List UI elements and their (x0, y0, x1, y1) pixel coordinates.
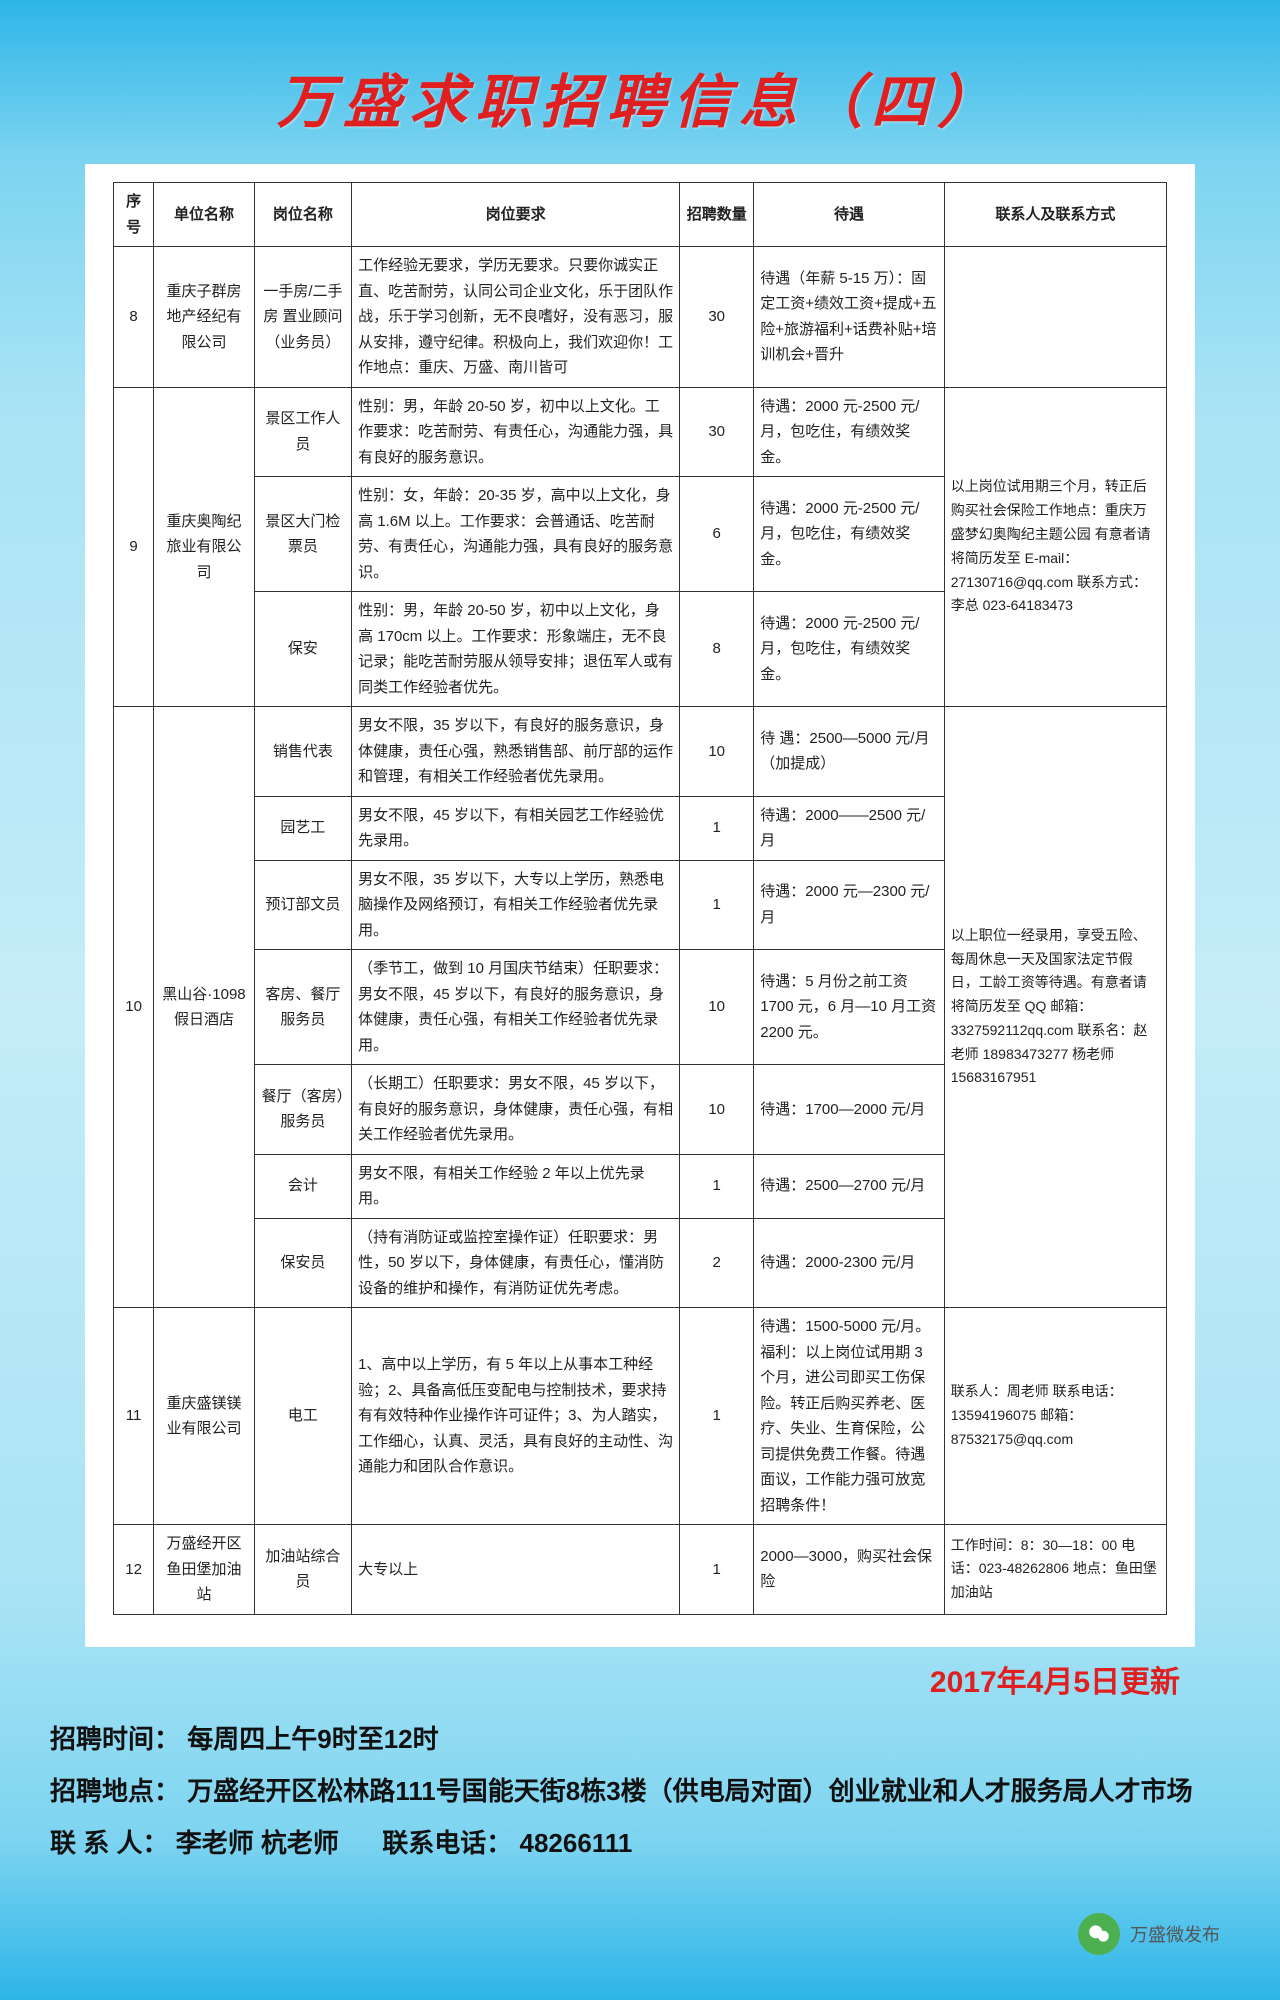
cell-seq: 11 (114, 1308, 154, 1525)
cell-treatment: 待遇：2000 元-2500 元/月，包吃住，有绩效奖金。 (754, 592, 944, 707)
cell-contact (944, 247, 1166, 388)
cell-number: 1 (680, 1525, 754, 1615)
table-row: 12万盛经开区鱼田堡加油站加油站综合员大专以上12000—3000，购买社会保险… (114, 1525, 1167, 1615)
wechat-icon (1078, 1913, 1120, 1955)
time-label: 招聘时间： (50, 1713, 180, 1765)
cell-seq: 10 (114, 707, 154, 1308)
cell-contact: 以上岗位试用期三个月，转正后购买社会保险工作地点：重庆万盛梦幻奥陶纪主题公园 有… (944, 387, 1166, 707)
header-treat: 待遇 (754, 183, 944, 247)
cell-unit: 黑山谷·1098假日酒店 (154, 707, 255, 1308)
cell-position: 电工 (254, 1308, 351, 1525)
cell-treatment: 2000—3000，购买社会保险 (754, 1525, 944, 1615)
cell-number: 6 (680, 477, 754, 592)
cell-number: 1 (680, 860, 754, 950)
header-num: 招聘数量 (680, 183, 754, 247)
job-table: 序号 单位名称 岗位名称 岗位要求 招聘数量 待遇 联系人及联系方式 8重庆子群… (113, 182, 1167, 1615)
cell-number: 10 (680, 950, 754, 1065)
cell-position: 加油站综合员 (254, 1525, 351, 1615)
table-row: 9重庆奥陶纪旅业有限公司景区工作人员性别：男，年龄 20-50 岁，初中以上文化… (114, 387, 1167, 477)
cell-number: 1 (680, 796, 754, 860)
table-header-row: 序号 单位名称 岗位名称 岗位要求 招聘数量 待遇 联系人及联系方式 (114, 183, 1167, 247)
cell-contact: 联系人：周老师 联系电话：13594196075 邮箱：87532175@qq.… (944, 1308, 1166, 1525)
cell-seq: 12 (114, 1525, 154, 1615)
cell-treatment: 待遇：1700—2000 元/月 (754, 1065, 944, 1155)
header-pos: 岗位名称 (254, 183, 351, 247)
wechat-attribution: 万盛微发布 (1078, 1913, 1220, 1955)
phone-label: 联系电话： (382, 1817, 512, 1869)
page-title: 万盛求职招聘信息（四） (0, 0, 1280, 164)
table-row: 10黑山谷·1098假日酒店销售代表男女不限，35 岁以下，有良好的服务意识，身… (114, 707, 1167, 797)
cell-position: 园艺工 (254, 796, 351, 860)
person-value: 李老师 杭老师 (176, 1828, 339, 1858)
cell-treatment: 待遇：1500-5000 元/月。福利：以上岗位试用期 3 个月，进公司即买工伤… (754, 1308, 944, 1525)
cell-unit: 重庆盛镁镁业有限公司 (154, 1308, 255, 1525)
cell-requirement: 性别：女，年龄：20-35 岁，高中以上文化，身高 1.6M 以上。工作要求：会… (352, 477, 680, 592)
header-contact: 联系人及联系方式 (944, 183, 1166, 247)
cell-requirement: 性别：男，年龄 20-50 岁，初中以上文化。工作要求：吃苦耐劳、有责任心，沟通… (352, 387, 680, 477)
cell-contact: 以上职位一经录用，享受五险、每周休息一天及国家法定节假日，工龄工资等待遇。有意者… (944, 707, 1166, 1308)
cell-requirement: （持有消防证或监控室操作证）任职要求：男性，50 岁以下，身体健康，有责任心，懂… (352, 1218, 680, 1308)
time-value: 每周四上午9时至12时 (187, 1724, 438, 1754)
cell-requirement: （长期工）任职要求：男女不限，45 岁以下，有良好的服务意识，身体健康，责任心强… (352, 1065, 680, 1155)
cell-unit: 万盛经开区鱼田堡加油站 (154, 1525, 255, 1615)
cell-requirement: （季节工，做到 10 月国庆节结束）任职要求：男女不限，45 岁以下，有良好的服… (352, 950, 680, 1065)
cell-treatment: 待遇（年薪 5-15 万）：固定工资+绩效工资+提成+五险+旅游福利+话费补贴+… (754, 247, 944, 388)
cell-number: 1 (680, 1154, 754, 1218)
table-row: 8重庆子群房地产经纪有限公司一手房/二手房 置业顾问（业务员）工作经验无要求，学… (114, 247, 1167, 388)
footer-info: 招聘时间： 每周四上午9时至12时 招聘地点： 万盛经开区松林路111号国能天街… (50, 1713, 1230, 1869)
cell-position: 销售代表 (254, 707, 351, 797)
header-unit: 单位名称 (154, 183, 255, 247)
cell-position: 保安员 (254, 1218, 351, 1308)
cell-requirement: 男女不限，45 岁以下，有相关园艺工作经验优先录用。 (352, 796, 680, 860)
cell-requirement: 工作经验无要求，学历无要求。只要你诚实正直、吃苦耐劳，认同公司企业文化，乐于团队… (352, 247, 680, 388)
table-row: 11重庆盛镁镁业有限公司电工1、高中以上学历，有 5 年以上从事本工种经验；2、… (114, 1308, 1167, 1525)
cell-number: 10 (680, 707, 754, 797)
cell-position: 景区工作人员 (254, 387, 351, 477)
header-req: 岗位要求 (352, 183, 680, 247)
cell-position: 客房、餐厅服务员 (254, 950, 351, 1065)
cell-requirement: 男女不限，35 岁以下，有良好的服务意识，身体健康，责任心强，熟悉销售部、前厅部… (352, 707, 680, 797)
cell-treatment: 待遇：2000-2300 元/月 (754, 1218, 944, 1308)
cell-position: 预订部文员 (254, 860, 351, 950)
cell-treatment: 待遇：2000 元—2300 元/月 (754, 860, 944, 950)
wechat-text: 万盛微发布 (1130, 1921, 1220, 1947)
person-label: 联 系 人： (50, 1817, 168, 1869)
cell-treatment: 待遇：2000——2500 元/月 (754, 796, 944, 860)
cell-requirement: 性别：男，年龄 20-50 岁，初中以上文化，身高 170cm 以上。工作要求：… (352, 592, 680, 707)
cell-number: 8 (680, 592, 754, 707)
cell-treatment: 待遇：5 月份之前工资 1700 元，6 月—10 月工资 2200 元。 (754, 950, 944, 1065)
header-seq: 序号 (114, 183, 154, 247)
cell-number: 1 (680, 1308, 754, 1525)
cell-number: 30 (680, 247, 754, 388)
cell-requirement: 大专以上 (352, 1525, 680, 1615)
cell-position: 景区大门检票员 (254, 477, 351, 592)
cell-unit: 重庆奥陶纪旅业有限公司 (154, 387, 255, 707)
cell-treatment: 待 遇：2500—5000 元/月（加提成） (754, 707, 944, 797)
cell-requirement: 男女不限，有相关工作经验 2 年以上优先录用。 (352, 1154, 680, 1218)
cell-seq: 9 (114, 387, 154, 707)
table-container: 序号 单位名称 岗位名称 岗位要求 招聘数量 待遇 联系人及联系方式 8重庆子群… (85, 164, 1195, 1647)
addr-label: 招聘地点： (50, 1765, 180, 1817)
cell-requirement: 男女不限，35 岁以下，大专以上学历，熟悉电脑操作及网络预订，有相关工作经验者优… (352, 860, 680, 950)
cell-position: 会计 (254, 1154, 351, 1218)
cell-unit: 重庆子群房地产经纪有限公司 (154, 247, 255, 388)
cell-number: 30 (680, 387, 754, 477)
cell-number: 10 (680, 1065, 754, 1155)
update-date: 2017年4月5日更新 (0, 1657, 1180, 1701)
cell-requirement: 1、高中以上学历，有 5 年以上从事本工种经验；2、具备高低压变配电与控制技术，… (352, 1308, 680, 1525)
cell-contact: 工作时间：8：30—18：00 电话：023-48262806 地点：鱼田堡加油… (944, 1525, 1166, 1615)
cell-position: 保安 (254, 592, 351, 707)
cell-position: 餐厅（客房）服务员 (254, 1065, 351, 1155)
cell-position: 一手房/二手房 置业顾问（业务员） (254, 247, 351, 388)
phone-value: 48266111 (520, 1828, 633, 1858)
cell-seq: 8 (114, 247, 154, 388)
cell-treatment: 待遇：2000 元-2500 元/月，包吃住，有绩效奖金。 (754, 477, 944, 592)
cell-treatment: 待遇：2000 元-2500 元/月，包吃住，有绩效奖金。 (754, 387, 944, 477)
cell-number: 2 (680, 1218, 754, 1308)
cell-treatment: 待遇：2500—2700 元/月 (754, 1154, 944, 1218)
addr-value: 万盛经开区松林路111号国能天街8栋3楼（供电局对面）创业就业和人才服务局人才市… (187, 1776, 1192, 1806)
